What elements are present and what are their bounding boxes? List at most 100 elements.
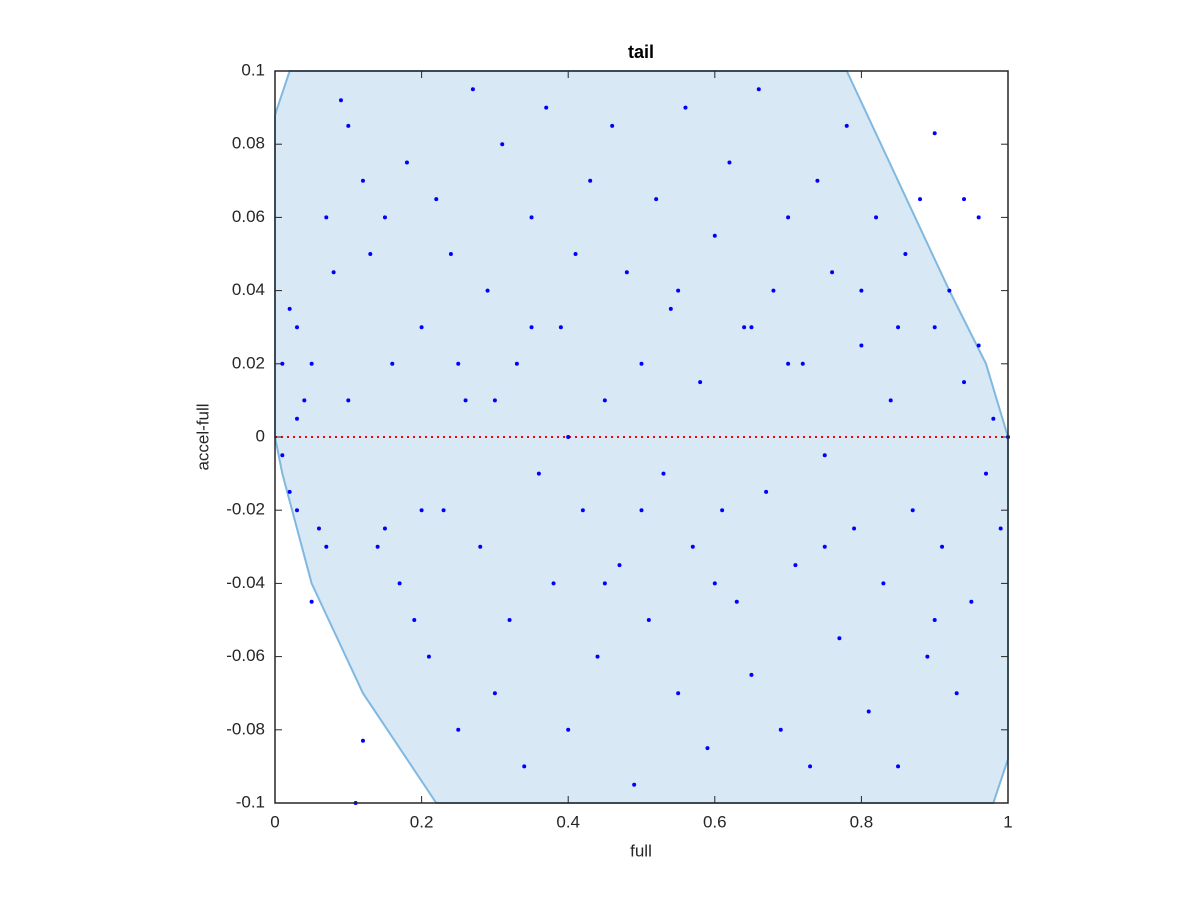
scatter-point bbox=[309, 599, 314, 604]
y-tick-label: -0.1 bbox=[236, 792, 265, 811]
scatter-point bbox=[676, 288, 681, 293]
scatter-point bbox=[778, 727, 783, 732]
y-tick-label: 0 bbox=[256, 426, 265, 445]
scatter-point bbox=[595, 654, 600, 659]
scatter-point bbox=[654, 197, 659, 202]
y-tick-label: 0.1 bbox=[241, 60, 265, 79]
scatter-point bbox=[764, 489, 769, 494]
scatter-point bbox=[529, 325, 534, 330]
scatter-point bbox=[324, 544, 329, 549]
scatter-point bbox=[566, 435, 571, 439]
scatter-point bbox=[808, 764, 813, 769]
scatter-point bbox=[456, 727, 461, 732]
scatter-point bbox=[287, 306, 292, 311]
scatter-point bbox=[976, 215, 981, 220]
scatter-point bbox=[998, 526, 1003, 531]
scatter-point bbox=[441, 508, 446, 513]
scatter-point bbox=[294, 508, 299, 513]
scatter-point bbox=[932, 131, 937, 136]
scatter-point bbox=[712, 233, 717, 238]
scatter-point bbox=[382, 215, 387, 220]
scatter-point bbox=[360, 178, 365, 183]
x-tick-label: 0.2 bbox=[410, 812, 434, 831]
scatter-point bbox=[404, 160, 409, 165]
scatter-point bbox=[720, 508, 725, 513]
scatter-point bbox=[925, 654, 930, 659]
scatter-point bbox=[610, 123, 615, 128]
scatter-point bbox=[492, 398, 497, 403]
scatter-point bbox=[602, 581, 607, 586]
y-tick-label: -0.06 bbox=[226, 646, 265, 665]
scatter-point bbox=[558, 325, 563, 330]
scatter-point bbox=[602, 398, 607, 403]
scatter-point bbox=[830, 270, 835, 275]
x-tick-label: 0.8 bbox=[850, 812, 874, 831]
scatter-point bbox=[287, 489, 292, 494]
x-tick-label: 0.6 bbox=[703, 812, 727, 831]
scatter-point bbox=[390, 361, 395, 366]
scatter-point bbox=[698, 380, 703, 385]
scatter-point bbox=[881, 581, 886, 586]
scatter-point bbox=[360, 738, 365, 743]
y-tick-label: -0.08 bbox=[226, 719, 265, 738]
scatter-point bbox=[910, 508, 915, 513]
x-tick-label: 1 bbox=[1003, 812, 1012, 831]
scatter-point bbox=[705, 746, 710, 751]
scatter-point bbox=[969, 599, 974, 604]
scatter-point bbox=[529, 215, 534, 220]
scatter-point bbox=[786, 215, 791, 220]
x-tick-label: 0.4 bbox=[556, 812, 580, 831]
scatter-point bbox=[434, 197, 439, 202]
scatter-point bbox=[419, 508, 424, 513]
scatter-point bbox=[676, 691, 681, 696]
scatter-point bbox=[918, 197, 923, 202]
scatter-point bbox=[470, 87, 475, 92]
scatter-point bbox=[786, 361, 791, 366]
scatter-point bbox=[294, 325, 299, 330]
scatter-point bbox=[617, 563, 622, 568]
scatter-point bbox=[280, 361, 285, 366]
scatter-point bbox=[859, 288, 864, 293]
scatter-point bbox=[742, 325, 747, 330]
scatter-point bbox=[426, 654, 431, 659]
scatter-point bbox=[837, 636, 842, 641]
scatter-point bbox=[749, 325, 754, 330]
x-tick-label: 0 bbox=[270, 812, 279, 831]
scatter-point bbox=[690, 544, 695, 549]
scatter-point bbox=[397, 581, 402, 586]
scatter-point bbox=[852, 526, 857, 531]
y-tick-label: -0.02 bbox=[226, 500, 265, 519]
scatter-point bbox=[749, 672, 754, 677]
scatter-point bbox=[309, 361, 314, 366]
scatter-point bbox=[507, 618, 512, 622]
scatter-point bbox=[463, 398, 468, 403]
scatter-point bbox=[551, 581, 556, 586]
scatter-point bbox=[888, 398, 893, 403]
scatter-point bbox=[346, 123, 351, 128]
y-tick-label: 0.04 bbox=[232, 280, 265, 299]
y-tick-label: 0.06 bbox=[232, 207, 265, 226]
scatter-point bbox=[419, 325, 424, 330]
scatter-point bbox=[991, 416, 996, 421]
scatter-point bbox=[338, 98, 343, 103]
scatter-point bbox=[932, 325, 937, 330]
scatter-point bbox=[448, 252, 453, 256]
scatter-point bbox=[412, 618, 417, 622]
scatter-point bbox=[566, 727, 571, 732]
scatter-point bbox=[962, 197, 967, 202]
scatter-point bbox=[302, 398, 307, 403]
scatter-point bbox=[346, 398, 351, 403]
scatter-point bbox=[536, 471, 541, 476]
scatter-point bbox=[771, 288, 776, 293]
y-axis-label: accel-full bbox=[193, 403, 212, 470]
scatter-point bbox=[500, 142, 505, 147]
scatter-point bbox=[756, 87, 761, 92]
scatter-point bbox=[375, 544, 380, 549]
scatter-point bbox=[727, 160, 732, 165]
scatter-point bbox=[903, 252, 908, 256]
scatter-point bbox=[793, 563, 798, 568]
scatter-point bbox=[478, 544, 483, 549]
scatter-point bbox=[984, 471, 989, 476]
scatter-point bbox=[822, 453, 827, 458]
